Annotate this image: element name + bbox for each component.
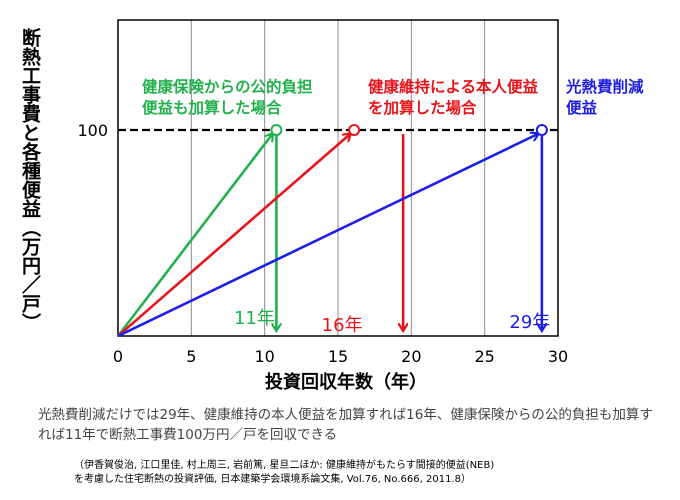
x-tick-label: 15	[328, 347, 348, 366]
x-tick-label: 10	[254, 347, 274, 366]
series-line	[116, 134, 272, 337]
legend-red: 健康維持による本人便益を加算した場合	[368, 77, 539, 117]
x-tick-label: 25	[474, 347, 494, 366]
y-axis-label: 断熱工事費と各種便益（万円／戸）	[19, 28, 41, 332]
x-tick-label: 20	[401, 347, 421, 366]
payback-year-label: 29年	[509, 312, 550, 333]
y-tick-label-100: 100	[77, 121, 108, 140]
reference-citation: （伊香賀俊治, 江口里佳, 村上周三, 岩前篤, 星旦二ほか: 健康維持がもたら…	[74, 459, 674, 487]
grid-lines	[190, 20, 486, 336]
payback-year-label: 11年	[234, 308, 275, 329]
caption-text: 光熱費削減だけでは29年、健康維持の本人便益を加算すれば16年、健康保険からの公…	[38, 407, 653, 443]
plot-frame	[117, 19, 559, 337]
x-tick-label: 30	[548, 347, 568, 366]
reference-line-1: （伊香賀俊治, 江口里佳, 村上周三, 岩前篤, 星旦二ほか: 健康維持がもたら…	[74, 460, 495, 471]
series-layer: 11年 16年 29年	[116, 124, 550, 338]
series-line	[117, 134, 538, 338]
reference-line-2: を考慮した住宅断熱の投資評価, 日本建築学会環境系論文集, Vol.76, No…	[74, 474, 471, 485]
payback-point	[270, 124, 283, 136]
legend-blue: 光熱費削減便益	[565, 77, 644, 117]
x-tick-label: 0	[113, 347, 123, 366]
x-tick-label: 5	[186, 347, 196, 366]
series-line	[117, 134, 350, 337]
x-tick-labels: 0 5 10 15 20 25 30	[113, 347, 568, 366]
payback-year-label: 16年	[322, 315, 363, 336]
chart-svg: 0 5 10 15 20 25 30 100 11年 16年 29年 健康保険からの公的負担便益…	[77, 19, 644, 366]
payback-point	[348, 124, 361, 136]
x-axis-label: 投資回収年数（年）	[265, 372, 427, 393]
payback-point	[535, 124, 548, 136]
legend-green: 健康保険からの公的負担便益も加算した場合	[142, 77, 313, 117]
